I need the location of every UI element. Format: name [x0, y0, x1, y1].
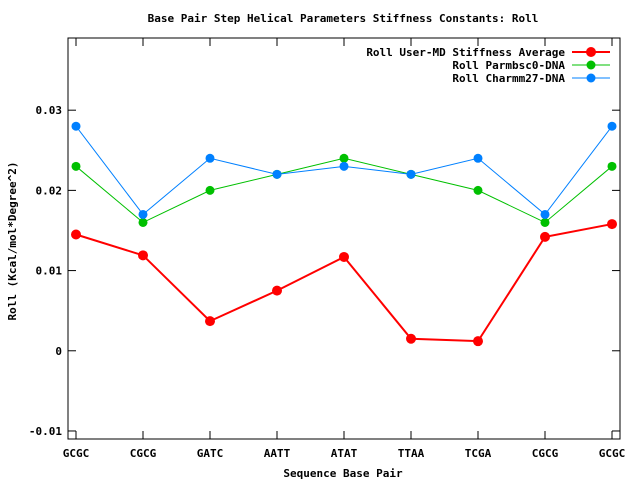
- data-point-series-1: [540, 231, 550, 242]
- x-tick-label: CGCG: [532, 447, 559, 460]
- legend-marker-1: [586, 47, 596, 57]
- data-point-series-3: [406, 169, 416, 179]
- legend-label-2: Roll Parmbsc0-DNA: [452, 59, 565, 72]
- data-point-series-3: [473, 153, 483, 163]
- plot-area: -0.01 0 0.01 0.02 0.03 GCGC CGCG GATC AATT ATAT TT…: [29, 37, 626, 460]
- data-point-series-1: [339, 251, 349, 262]
- data-point-series-2: [473, 185, 483, 195]
- data-point-series-3: [607, 121, 617, 131]
- y-tick-label: 0.01: [36, 265, 63, 278]
- legend-label-3: Roll Charmm27-DNA: [452, 72, 565, 85]
- x-tick-label: TTAA: [398, 447, 425, 460]
- data-point-series-1: [473, 336, 483, 347]
- legend-marker-3: [586, 73, 596, 83]
- x-axis-label: Sequence Base Pair: [283, 467, 403, 480]
- data-point-series-3: [205, 153, 215, 163]
- x-tick-label: CGCG: [130, 447, 157, 460]
- data-point-series-3: [272, 169, 282, 179]
- legend-label-1: Roll User-MD Stiffness Average: [366, 46, 565, 59]
- chart-title: Base Pair Step Helical Parameters Stiffn…: [148, 12, 539, 25]
- data-point-series-1: [138, 250, 148, 261]
- y-tick-label: 0.03: [36, 104, 63, 117]
- data-point-series-3: [339, 161, 349, 171]
- data-point-series-2: [607, 161, 617, 171]
- plot-frame: [67, 37, 621, 440]
- data-point-series-1: [205, 316, 215, 327]
- series-line-1: [75, 223, 613, 343]
- data-point-series-3: [71, 121, 81, 131]
- data-point-series-2: [138, 217, 148, 227]
- data-point-series-1: [607, 219, 617, 230]
- data-point-series-2: [205, 185, 215, 195]
- y-axis-label: Roll (Kcal/mol*Degree^2): [6, 162, 19, 321]
- x-tick-label: AATT: [264, 447, 291, 460]
- x-tick-label: GCGC: [63, 447, 90, 460]
- data-point-series-2: [71, 161, 81, 171]
- data-point-series-1: [406, 333, 416, 344]
- y-tick-label: 0: [55, 345, 62, 358]
- data-point-series-3: [540, 209, 550, 219]
- x-tick-label: ATAT: [331, 447, 358, 460]
- legend-marker-2: [586, 60, 596, 70]
- y-tick-label: -0.01: [29, 425, 62, 438]
- x-tick-label: GATC: [197, 447, 224, 460]
- data-point-series-1: [272, 285, 282, 296]
- x-tick-label: TCGA: [465, 447, 492, 460]
- data-point-series-2: [339, 153, 349, 163]
- data-point-series-3: [138, 209, 148, 219]
- x-tick-label: GCGC: [599, 447, 626, 460]
- y-tick-label: 0.02: [36, 184, 63, 197]
- data-point-series-1: [71, 229, 81, 240]
- data-point-series-2: [540, 217, 550, 227]
